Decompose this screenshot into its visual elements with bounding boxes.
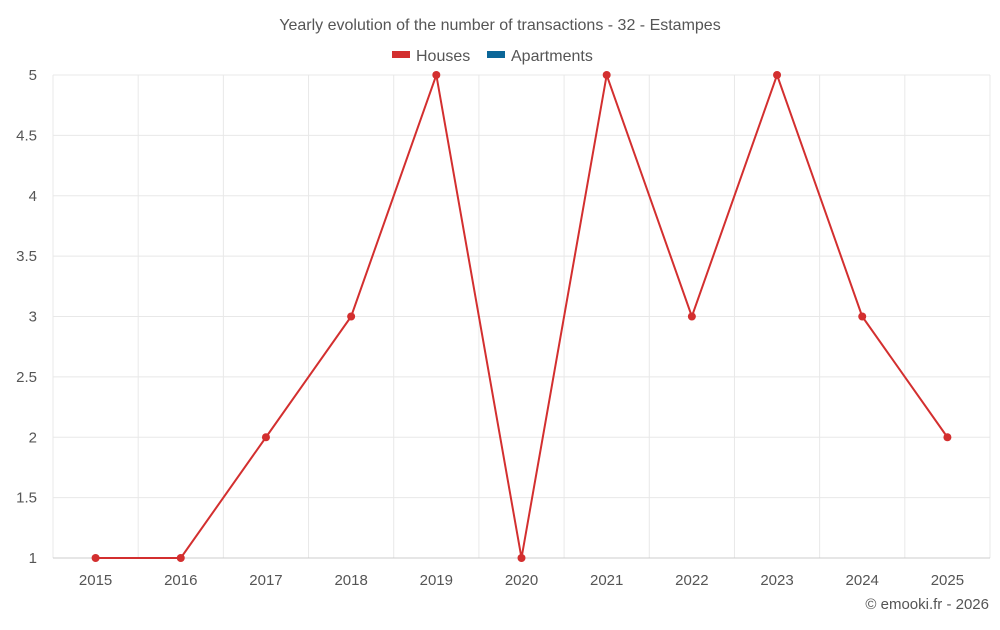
y-tick-label: 1 <box>29 550 37 567</box>
y-tick-label: 1.5 <box>16 490 37 507</box>
x-axis-ticks: 2015 2016 2017 2018 2019 2020 2021 2022 2023 2024… <box>79 572 964 589</box>
data-point-houses[interactable] <box>91 554 100 562</box>
data-point-houses[interactable] <box>261 433 270 442</box>
y-axis-ticks: 1 1.5 2 2.5 3 3.5 4 4.5 5 <box>16 67 37 567</box>
series <box>91 71 952 562</box>
data-point-houses[interactable] <box>858 312 867 321</box>
data-point-houses[interactable] <box>517 554 526 562</box>
x-tick-label: 2019 <box>420 572 453 589</box>
data-point-houses[interactable] <box>432 71 441 79</box>
y-tick-label: 2 <box>29 429 37 446</box>
y-tick-label: 3.5 <box>16 248 37 265</box>
x-tick-label: 2025 <box>931 572 964 589</box>
data-point-houses[interactable] <box>687 312 696 321</box>
legend: Houses Apartments <box>392 48 593 65</box>
x-tick-label: 2020 <box>505 572 538 589</box>
data-point-houses[interactable] <box>176 554 185 562</box>
y-tick-label: 4 <box>29 188 37 205</box>
legend-label-apartments: Apartments <box>511 48 593 65</box>
y-tick-label: 3 <box>29 309 37 326</box>
y-tick-label: 4.5 <box>16 127 37 144</box>
y-tick-label: 5 <box>29 67 37 84</box>
legend-swatch-apartments <box>487 51 505 58</box>
legend-swatch-houses <box>392 51 410 58</box>
chart-title: Yearly evolution of the number of transa… <box>279 17 720 34</box>
x-tick-label: 2024 <box>846 572 879 589</box>
data-point-houses[interactable] <box>773 71 782 79</box>
credit-text: © emooki.fr - 2026 <box>865 596 989 613</box>
legend-item-houses[interactable]: Houses <box>392 48 470 65</box>
data-point-houses[interactable] <box>602 71 611 79</box>
legend-item-apartments[interactable]: Apartments <box>487 48 593 65</box>
x-tick-label: 2022 <box>675 572 708 589</box>
x-tick-label: 2017 <box>249 572 282 589</box>
data-point-houses[interactable] <box>943 433 952 442</box>
x-tick-label: 2016 <box>164 572 197 589</box>
x-tick-label: 2023 <box>760 572 793 589</box>
x-tick-label: 2015 <box>79 572 112 589</box>
data-point-houses[interactable] <box>347 312 356 321</box>
y-tick-label: 2.5 <box>16 369 37 386</box>
x-tick-label: 2021 <box>590 572 623 589</box>
grid <box>52 74 991 558</box>
legend-label-houses: Houses <box>416 48 470 65</box>
x-tick-label: 2018 <box>334 572 367 589</box>
